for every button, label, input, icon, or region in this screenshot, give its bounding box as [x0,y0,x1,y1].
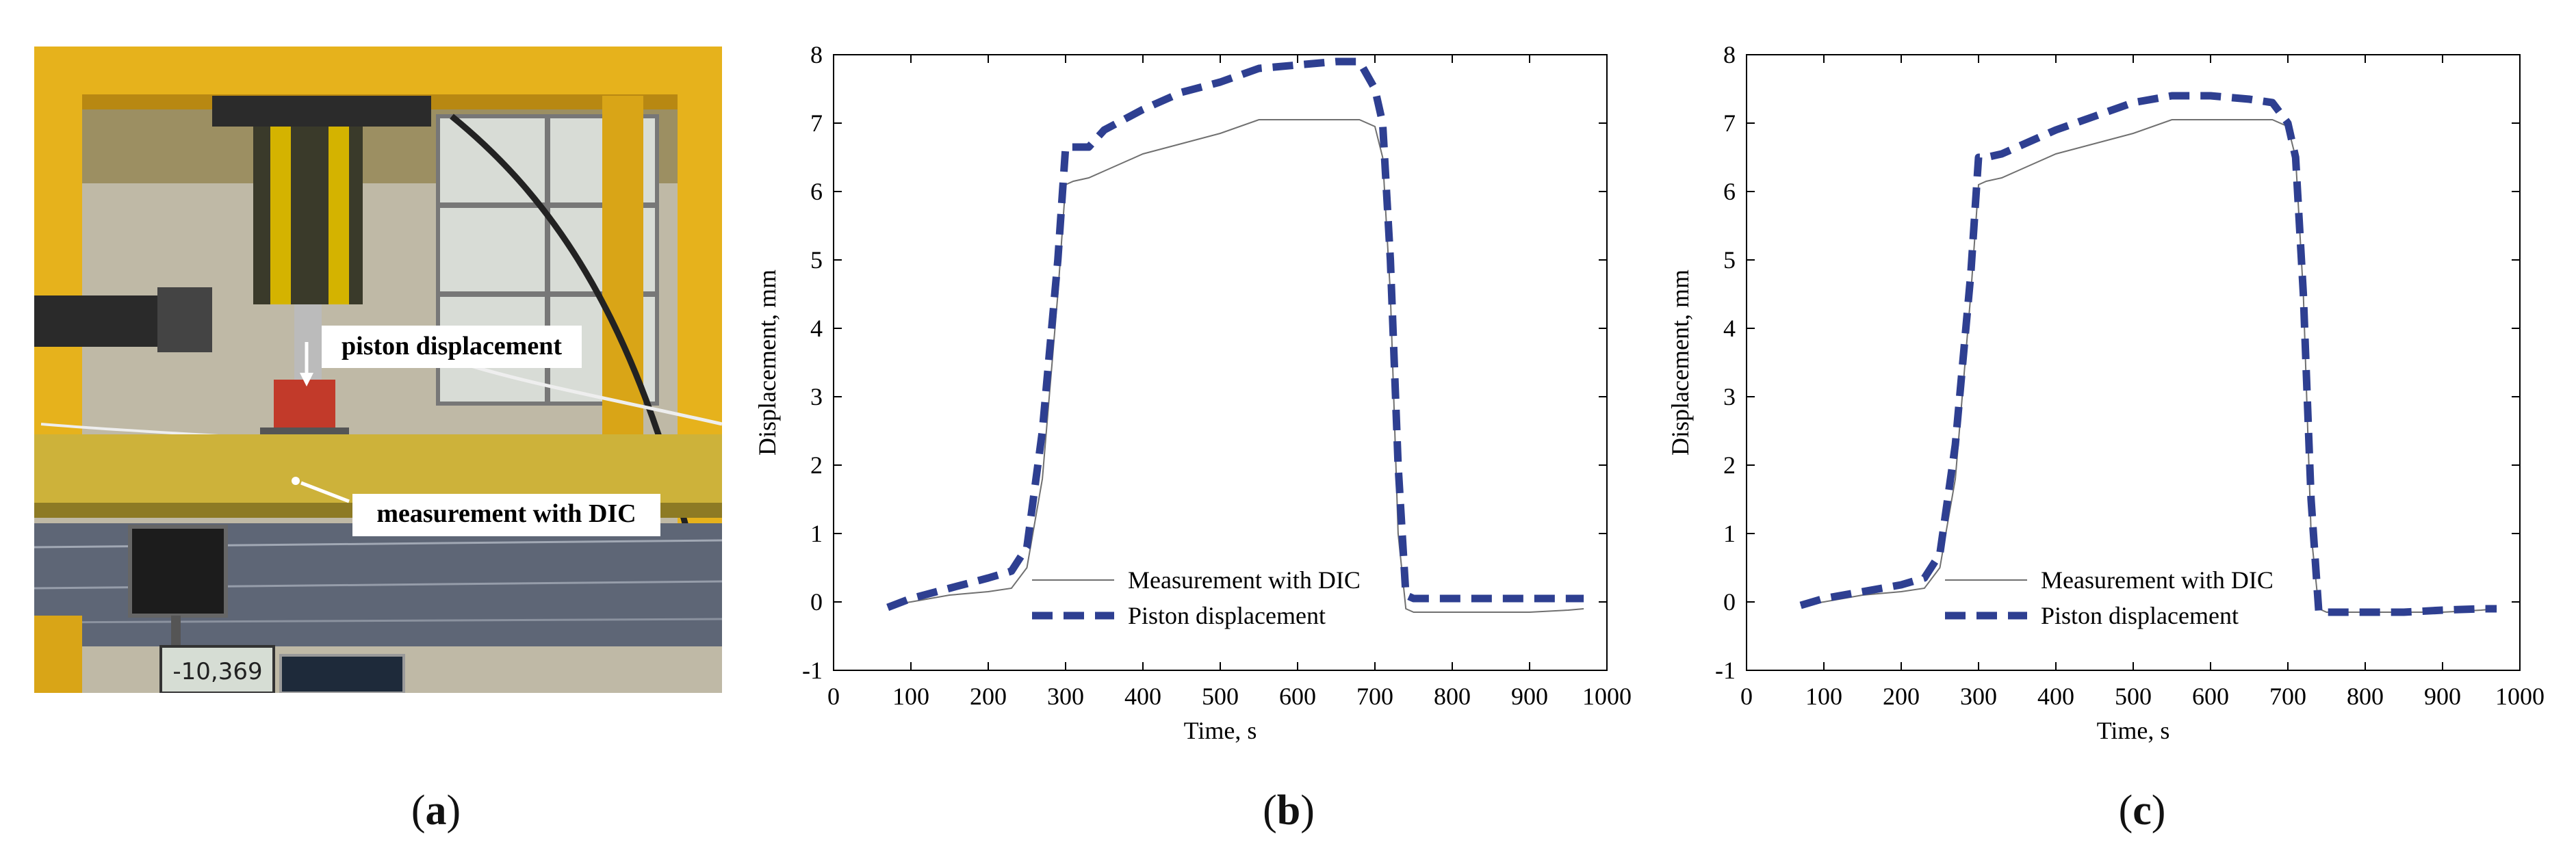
x-tick-label: 700 [2269,683,2306,710]
legend-dic-label: Measurement with DIC [2041,566,2274,594]
y-axis-label: Displacement, mm [1666,269,1694,456]
dic-callout-box [352,494,660,536]
y-tick-label: 1 [1723,520,1736,547]
y-tick-label: 3 [1723,383,1736,410]
x-tick-label: 400 [2037,683,2074,710]
y-axis-label: Displacement, mm [754,269,781,456]
y-tick-label: 5 [810,246,823,274]
y-tick-label: 0 [810,588,823,616]
x-tick-label: 600 [2192,683,2229,710]
x-tick-label: 800 [2347,683,2384,710]
y-tick-label: 2 [810,451,823,479]
x-tick-label: 600 [1279,683,1316,710]
x-tick-label: 200 [970,683,1007,710]
y-tick-label: 6 [810,178,823,205]
x-tick-label: 800 [1434,683,1471,710]
dic-callout: measurement with DIC [376,499,636,528]
x-tick-label: 900 [2424,683,2461,710]
dic-point [292,477,300,485]
x-tick-label: 0 [827,683,840,710]
series-piston-displacement-line [1799,92,2497,616]
y-tick-label: 7 [1723,109,1736,137]
y-tick-label: 8 [1723,41,1736,68]
legend-piston-label: Piston displacement [1128,602,1326,629]
series-dic-measurement-line [1800,119,2497,613]
test-setup-photo: -10,369 piston displacement measurement … [34,47,722,693]
piston-callout-box [322,326,582,368]
x-tick-label: 500 [2115,683,2152,710]
y-tick-label: -1 [802,657,823,684]
x-tick-label: 0 [1740,683,1753,710]
x-axis-label: Time, s [1184,717,1257,744]
series-piston-displacement-line [886,57,1584,611]
y-tick-label: 5 [1723,246,1736,274]
x-tick-label: 700 [1356,683,1393,710]
y-tick-label: -1 [1715,657,1736,684]
legend-dic-label: Measurement with DIC [1128,566,1361,594]
x-axis-label: Time, s [2097,717,2170,744]
legend-piston-label: Piston displacement [2041,602,2239,629]
y-tick-label: 1 [810,520,823,547]
y-tick-label: 4 [1723,315,1736,342]
y-tick-label: 0 [1723,588,1736,616]
x-tick-label: 300 [1047,683,1084,710]
chart-c: 0 100 200 300 400 500 600 700 800 900 1000-1012345… [1666,41,2545,744]
panel-label-c: (c) [2118,787,2166,834]
x-tick-label: 200 [1883,683,1920,710]
y-tick-label: 2 [1723,451,1736,479]
x-tick-label: 900 [1511,683,1548,710]
piston-callout: piston displacement [342,332,562,360]
chart-b: 0 100 200 300 400 500 600 700 800 900 1000-1012345… [754,41,1632,744]
x-tick-label: 1000 [1582,683,1632,710]
y-tick-label: 7 [810,109,823,137]
y-tick-label: 6 [1723,178,1736,205]
x-tick-label: 100 [1805,683,1842,710]
x-tick-label: 100 [892,683,929,710]
x-tick-label: 500 [1202,683,1239,710]
panel-label-a: (a) [411,787,461,834]
y-tick-label: 8 [810,41,823,68]
x-tick-label: 300 [1960,683,1997,710]
series-dic-measurement-line [887,119,1584,613]
x-tick-label: 1000 [2495,683,2545,710]
dic-arrow [300,481,350,503]
y-tick-label: 4 [810,315,823,342]
y-tick-label: 3 [810,383,823,410]
piston-arrow-head [300,373,313,386]
x-tick-label: 400 [1124,683,1161,710]
display-readout: -10,369 [172,658,262,685]
panel-label-b: (b) [1263,787,1315,834]
